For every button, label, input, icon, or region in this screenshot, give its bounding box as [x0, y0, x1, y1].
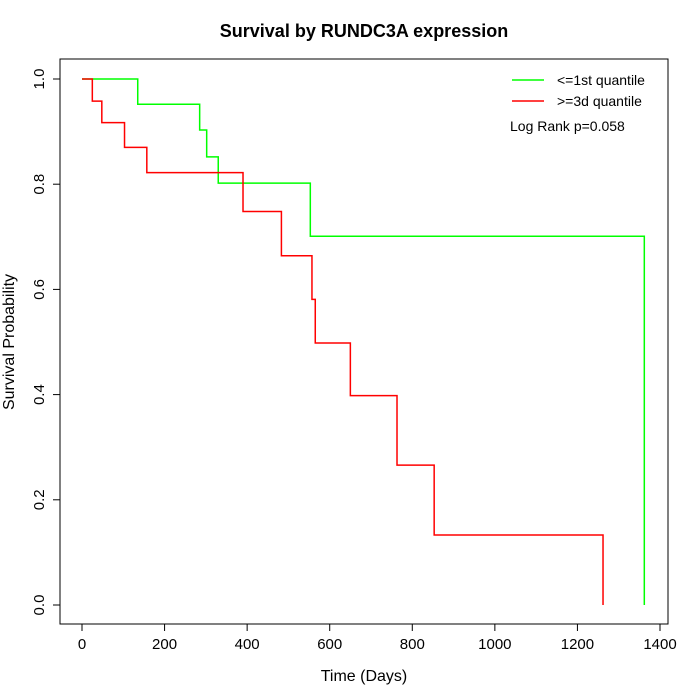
x-tick-label: 600 [317, 636, 342, 653]
legend: <=1st quantile >=3d quantile [512, 72, 645, 109]
y-tick-label: 0.6 [31, 279, 48, 300]
plot-frame [59, 58, 669, 625]
x-tick-label: 200 [152, 636, 177, 653]
x-tick-label: 0 [78, 636, 86, 653]
y-tick-label: 0.0 [31, 595, 48, 616]
chart-title: Survival by RUNDC3A expression [220, 21, 508, 41]
series-layer [82, 78, 646, 605]
x-tick-label: 1000 [478, 636, 511, 653]
legend-label-1: <=1st quantile [557, 72, 645, 88]
y-tick-label: 1.0 [31, 69, 48, 90]
x-axis: 0 200 400 600 800 1000 1200 1400 [78, 623, 677, 653]
x-tick-label: 800 [400, 636, 425, 653]
x-tick-label: 400 [235, 636, 260, 653]
y-axis-label: Survival Probability [1, 274, 18, 410]
x-tick-label: 1400 [643, 636, 676, 653]
y-tick-label: 0.2 [31, 489, 48, 510]
survival-curve-2 [82, 78, 604, 605]
x-tick-label: 1200 [561, 636, 594, 653]
y-axis: 0.0 0.2 0.4 0.6 0.8 1.0 [31, 69, 61, 616]
y-tick-label: 0.8 [31, 174, 48, 195]
x-axis-label: Time (Days) [321, 668, 408, 685]
legend-label-2: >=3d quantile [557, 93, 642, 109]
survival-curve-1 [82, 78, 646, 605]
y-tick-label: 0.4 [31, 384, 48, 405]
log-rank-annotation: Log Rank p=0.058 [510, 118, 625, 134]
